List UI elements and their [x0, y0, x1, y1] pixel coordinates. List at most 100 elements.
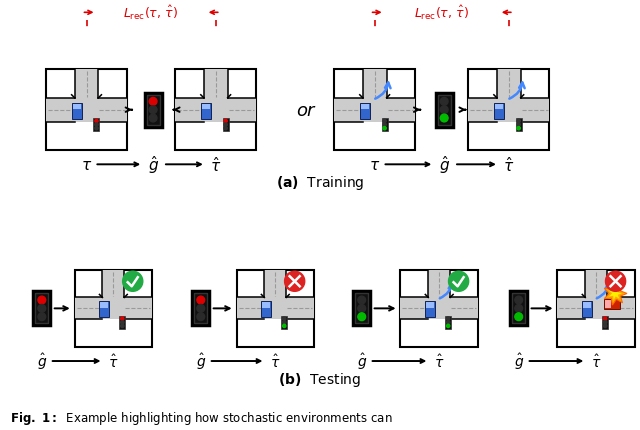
Circle shape [515, 313, 523, 321]
Polygon shape [609, 287, 622, 301]
Bar [119, 316, 125, 329]
Circle shape [149, 98, 157, 106]
Bar [93, 119, 99, 132]
Text: $\tau$: $\tau$ [369, 157, 380, 172]
Circle shape [604, 317, 607, 321]
Bar [195, 294, 207, 323]
Bar [261, 302, 271, 318]
Bar [237, 298, 314, 319]
Circle shape [447, 325, 450, 328]
Circle shape [383, 123, 387, 127]
Bar [204, 70, 228, 111]
Text: $\hat{g}$: $\hat{g}$ [196, 351, 206, 371]
Circle shape [517, 123, 520, 127]
Bar [193, 292, 209, 326]
Circle shape [95, 120, 98, 123]
Circle shape [383, 120, 387, 123]
Circle shape [197, 313, 205, 321]
Circle shape [38, 296, 45, 304]
Bar [72, 104, 82, 120]
Bar [281, 316, 287, 329]
Circle shape [440, 115, 448, 123]
Circle shape [197, 305, 205, 313]
Bar [510, 292, 527, 326]
Bar [353, 292, 370, 326]
Text: $\hat{\tau}$: $\hat{\tau}$ [270, 353, 280, 370]
Polygon shape [604, 282, 627, 305]
Circle shape [440, 107, 448, 114]
Bar [75, 270, 152, 347]
Text: $\hat{\tau}$: $\hat{\tau}$ [503, 156, 515, 174]
Circle shape [517, 127, 520, 131]
Circle shape [283, 321, 286, 324]
Bar [445, 316, 451, 329]
Bar [175, 70, 257, 151]
Text: $\mathbf{(b)}$  Testing: $\mathbf{(b)}$ Testing [278, 370, 362, 388]
Bar [202, 104, 210, 110]
Text: or: or [296, 101, 314, 120]
Circle shape [38, 305, 45, 313]
Bar [360, 104, 370, 120]
Bar [363, 70, 387, 111]
Circle shape [120, 325, 124, 328]
Bar [33, 292, 51, 326]
Circle shape [383, 127, 387, 131]
Bar [583, 303, 591, 308]
Circle shape [120, 317, 124, 321]
Bar [381, 119, 388, 132]
Circle shape [449, 271, 468, 292]
Bar [175, 98, 257, 122]
Bar [436, 94, 452, 127]
Bar [46, 98, 127, 122]
Circle shape [224, 127, 227, 131]
Bar [426, 303, 434, 308]
Bar [428, 270, 450, 309]
Bar [100, 303, 108, 308]
Bar [604, 300, 620, 310]
Bar [201, 104, 211, 120]
Text: $L_{\rm rec}(\tau,\,\hat{\tau})$: $L_{\rm rec}(\tau,\,\hat{\tau})$ [414, 4, 469, 22]
Bar [46, 70, 127, 151]
Bar [75, 70, 99, 111]
Bar [145, 94, 161, 127]
Bar [361, 104, 369, 110]
Circle shape [283, 325, 286, 328]
Text: $\hat{\tau}$: $\hat{\tau}$ [434, 353, 444, 370]
Bar [495, 104, 503, 110]
Bar [512, 294, 525, 323]
Text: $L_{\rm rec}(\tau,\,\hat{\tau})$: $L_{\rm rec}(\tau,\,\hat{\tau})$ [124, 4, 179, 22]
Bar [401, 270, 478, 347]
Bar [557, 298, 635, 319]
Bar [355, 294, 368, 323]
Text: $\hat{\tau}$: $\hat{\tau}$ [210, 156, 221, 174]
Circle shape [285, 271, 305, 292]
Circle shape [95, 127, 98, 131]
Circle shape [515, 296, 523, 304]
Text: $\hat{g}$: $\hat{g}$ [356, 351, 367, 371]
Circle shape [197, 296, 205, 304]
Circle shape [123, 271, 143, 292]
Bar [516, 119, 522, 132]
Circle shape [605, 271, 626, 292]
Circle shape [358, 305, 365, 313]
Bar [605, 301, 611, 309]
Text: $\hat{\tau}$: $\hat{\tau}$ [108, 353, 118, 370]
Bar [494, 104, 504, 120]
Circle shape [120, 321, 124, 324]
Bar [334, 98, 415, 122]
Circle shape [517, 120, 520, 123]
Bar [582, 302, 592, 318]
Circle shape [447, 321, 450, 324]
Bar [35, 294, 48, 323]
Text: $\hat{\tau}$: $\hat{\tau}$ [591, 353, 602, 370]
Bar [147, 95, 159, 125]
Bar [237, 270, 314, 347]
Circle shape [95, 123, 98, 127]
Circle shape [447, 317, 450, 321]
Circle shape [149, 115, 157, 123]
Bar [73, 104, 81, 110]
Text: $\hat{g}$: $\hat{g}$ [438, 154, 450, 176]
Text: $\tau$: $\tau$ [81, 157, 92, 172]
Circle shape [440, 98, 448, 106]
Bar [334, 70, 415, 151]
